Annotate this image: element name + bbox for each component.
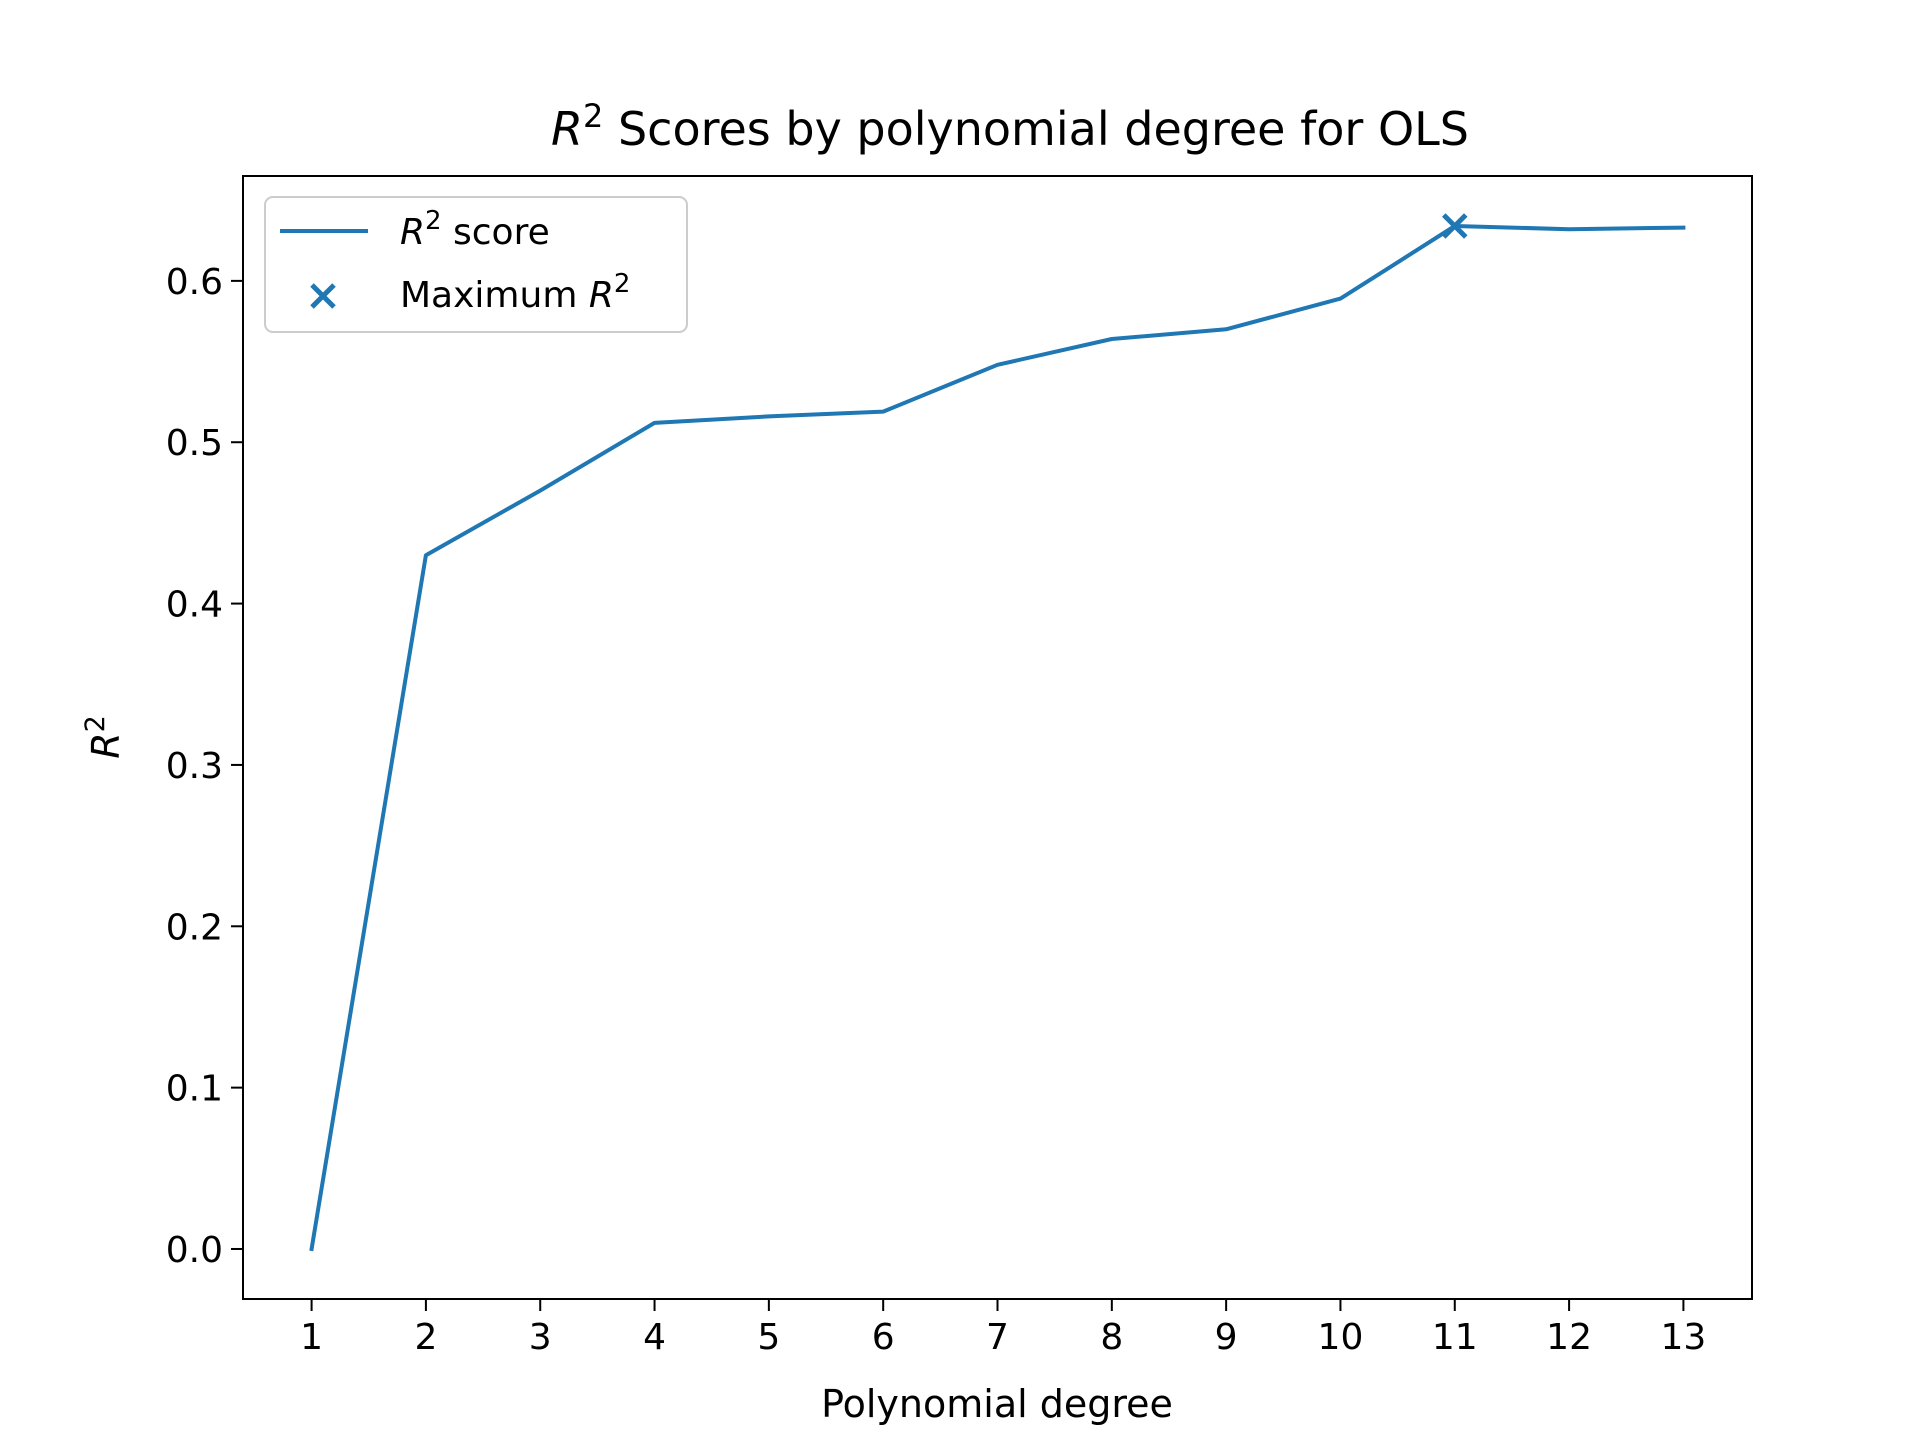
y-tick-label: 0.5 <box>166 423 223 464</box>
x-axis: 1 2 3 4 5 6 7 8 9 10 11 12 13 <box>300 1299 1706 1358</box>
x-axis-label: Polynomial degree <box>821 1382 1173 1426</box>
x-tick-label: 4 <box>643 1317 666 1358</box>
x-tick-label: 13 <box>1661 1317 1707 1358</box>
y-tick-label: 0.6 <box>166 262 223 303</box>
y-tick-label: 0.3 <box>166 746 223 787</box>
legend-frame <box>264 196 688 333</box>
x-tick-label: 10 <box>1318 1317 1364 1358</box>
x-tick-label: 9 <box>1215 1317 1238 1358</box>
x-tick-label: 8 <box>1100 1317 1123 1358</box>
y-tick-label: 0.2 <box>166 907 223 948</box>
y-axis-label: R2 <box>80 715 128 759</box>
legend: R2 score Maximum R2 <box>264 196 688 333</box>
legend-entry-r2-score: R2 score <box>400 206 550 253</box>
y-tick-label: 0.0 <box>166 1230 223 1271</box>
x-tick-label: 2 <box>414 1317 437 1358</box>
x-tick-label: 11 <box>1432 1317 1478 1358</box>
x-tick-label: 12 <box>1546 1317 1592 1358</box>
chart-title: R2 Scores by polynomial degree for OLS <box>551 97 1469 156</box>
plot-area <box>242 175 1753 1300</box>
x-tick-label: 7 <box>986 1317 1009 1358</box>
y-tick-label: 0.4 <box>166 585 223 626</box>
y-axis: 0.0 0.1 0.2 0.3 0.4 0.5 0.6 <box>166 262 243 1271</box>
maximum-r2-marker <box>1442 213 1468 239</box>
y-tick-label: 0.1 <box>166 1069 223 1110</box>
x-tick-label: 6 <box>872 1317 895 1358</box>
x-tick-label: 5 <box>757 1317 780 1358</box>
max-marker-stroke <box>1442 213 1468 239</box>
x-tick-label: 1 <box>300 1317 323 1358</box>
x-tick-label: 3 <box>529 1317 552 1358</box>
legend-entry-maximum-r2: Maximum R2 <box>400 269 630 316</box>
legend-x-marker-swatch <box>310 283 336 309</box>
